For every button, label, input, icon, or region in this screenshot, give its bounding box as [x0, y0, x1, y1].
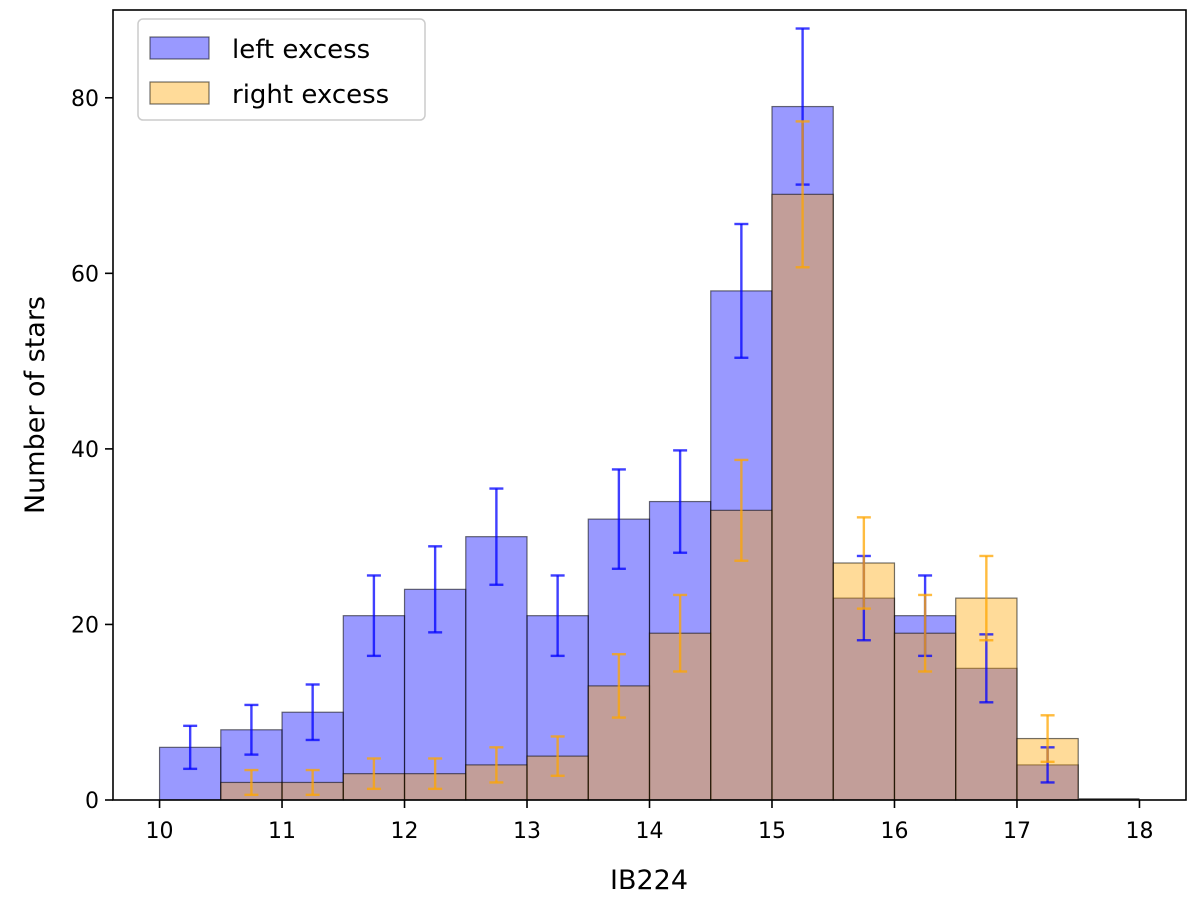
y-axis-label: Number of stars: [20, 296, 51, 514]
errorbar-left-excess-5: [489, 487, 504, 586]
y-tick-label-0: 0: [85, 789, 99, 814]
x-tick-label-2: 12: [391, 819, 419, 844]
errorbar-right-excess-7: [611, 653, 626, 719]
errorbar-right-excess-8: [673, 593, 688, 673]
legend-label-right-excess: right excess: [232, 80, 389, 110]
errorbar-left-excess-6: [550, 574, 565, 658]
errorbar-right-excess-1: [244, 768, 259, 797]
errorbar-right-excess-13: [979, 554, 994, 642]
errorbars-layer: [183, 27, 1055, 797]
errorbar-left-excess-9: [734, 222, 749, 359]
y-tick-label-4: 80: [71, 87, 99, 112]
errorbar-right-excess-3: [366, 757, 381, 791]
errorbar-left-excess-0: [183, 724, 198, 771]
legend-box: [137, 18, 426, 121]
errorbars-right-excess: [244, 120, 1055, 797]
x-axis-label: IB224: [610, 865, 688, 896]
x-tick-label-8: 18: [1125, 819, 1153, 844]
errorbar-right-excess-6: [550, 735, 565, 777]
errorbar-left-excess-2: [305, 683, 320, 742]
x-tick-label-6: 16: [880, 819, 908, 844]
errorbar-left-excess-7: [611, 468, 626, 570]
legend-swatch-right-excess: [149, 81, 210, 105]
x-tick-label-5: 15: [758, 819, 786, 844]
errorbar-right-excess-11: [856, 516, 871, 610]
x-axis-ticks: 10 11 12 13 14 15 16 17 18: [146, 800, 1153, 844]
errorbar-left-excess-1: [244, 703, 259, 756]
errorbar-left-excess-4: [428, 545, 443, 634]
x-tick-label-7: 17: [1003, 819, 1031, 844]
y-tick-label-1: 20: [71, 613, 99, 638]
y-tick-label-2: 40: [71, 438, 99, 463]
y-axis-ticks: 0 20 40 60 80: [71, 87, 113, 814]
x-tick-label-0: 10: [146, 819, 174, 844]
errorbars-left-excess: [183, 27, 1055, 784]
errorbar-left-excess-8: [673, 449, 688, 554]
errorbar-right-excess-10: [795, 120, 810, 269]
errorbar-right-excess-4: [428, 757, 443, 791]
errorbar-right-excess-12: [918, 593, 933, 673]
x-tick-label-1: 11: [268, 819, 296, 844]
legend-label-left-excess: left excess: [232, 35, 370, 65]
bar-right-excess-10: [771, 193, 834, 801]
errorbar-right-excess-9: [734, 458, 749, 562]
legend-swatch-left-excess: [149, 36, 210, 60]
x-tick-label-3: 13: [513, 819, 541, 844]
errorbar-right-excess-5: [489, 746, 504, 784]
legend: left excess right excess: [137, 18, 426, 121]
errorbar-right-excess-14: [1040, 714, 1055, 764]
y-tick-label-3: 60: [71, 262, 99, 287]
x-tick-label-4: 14: [636, 819, 664, 844]
errorbar-left-excess-3: [366, 574, 381, 658]
errorbar-right-excess-2: [305, 768, 320, 797]
